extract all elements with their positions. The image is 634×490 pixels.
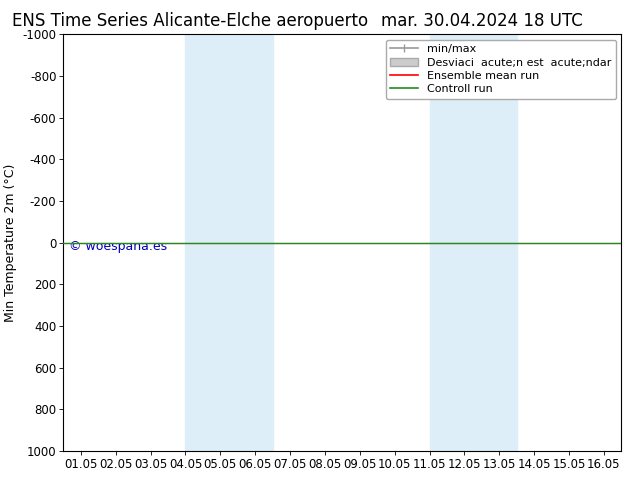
Bar	[429, 34, 517, 451]
Text: © woespana.es: © woespana.es	[69, 241, 167, 253]
Y-axis label: Min Temperature 2m (°C): Min Temperature 2m (°C)	[4, 163, 17, 322]
Legend: min/max, Desviaci  acute;n est  acute;ndar, Ensemble mean run, Controll run: min/max, Desviaci acute;n est acute;ndar…	[386, 40, 616, 99]
Text: ENS Time Series Alicante-Elche aeropuerto: ENS Time Series Alicante-Elche aeropuert…	[12, 12, 368, 30]
Text: mar. 30.04.2024 18 UTC: mar. 30.04.2024 18 UTC	[381, 12, 583, 30]
Bar	[185, 34, 273, 451]
